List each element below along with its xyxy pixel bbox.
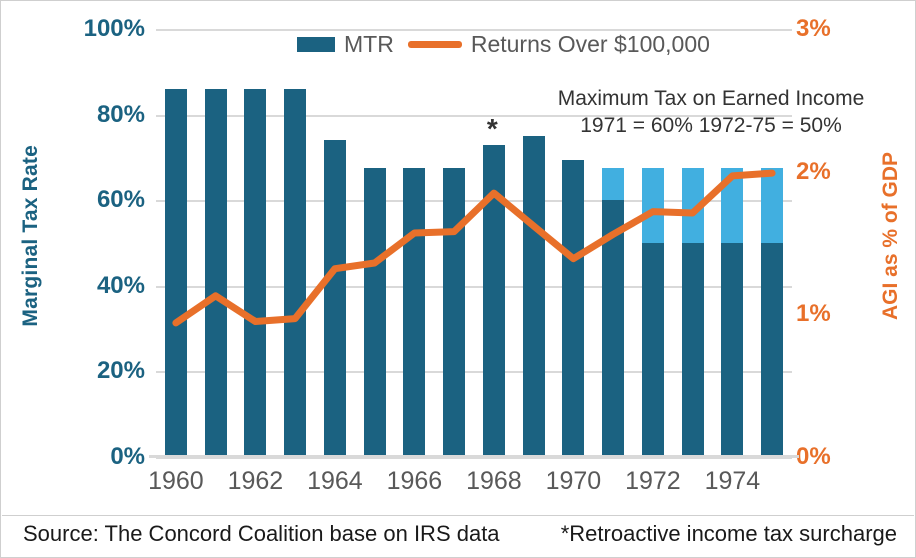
y-axis-left-ticks: 0% 20% 40% 60% 80% 100% (41, 1, 145, 471)
bar-segment-mtr (164, 88, 187, 457)
x-axis-tick-label: 1972 (625, 467, 681, 495)
legend-item-mtr[interactable]: MTR (297, 31, 394, 58)
y2-axis-title: AGI as % of GDP (873, 1, 909, 471)
x-axis-tick-label: 1962 (227, 467, 284, 495)
bar-segment-mtr (284, 88, 307, 457)
y-axis-tick-label: 40% (96, 271, 145, 299)
bar[interactable] (204, 88, 227, 457)
bar-segment-cap (721, 168, 744, 244)
bar[interactable] (403, 168, 426, 457)
bar-segment-mtr (443, 168, 466, 457)
y2-axis-tick-label: 3% (796, 15, 831, 42)
gridline (156, 114, 792, 117)
x-axis-tick-label: 1970 (545, 467, 602, 495)
bar-segment-mtr (681, 243, 704, 457)
bar-segment-mtr (363, 168, 386, 457)
legend-label-mtr: MTR (344, 31, 394, 57)
annotation-line-1: Maximum Tax on Earned Income (557, 87, 865, 110)
x-axis-ticks: 1960 1962 1964 1966 1968 1970 1972 1974 (148, 467, 792, 507)
x-axis-tick-label: 1968 (466, 467, 522, 495)
x-axis-tick-label: 1960 (148, 467, 204, 495)
bar-swatch-icon (297, 37, 335, 52)
footer-source: Source: The Concord Coalition base on IR… (23, 521, 500, 546)
line-swatch-icon (407, 41, 462, 48)
footer-divider (2, 515, 914, 516)
bar-segment-cap (761, 168, 784, 244)
chart-annotation: Maximum Tax on Earned Income 1971 = 60% … (521, 86, 901, 140)
chart-footer: Source: The Concord Coalition base on IR… (23, 521, 897, 547)
y-axis-tick-label: 0% (110, 443, 145, 470)
gridline (156, 371, 792, 374)
x-axis-tick-label: 1964 (307, 467, 363, 495)
bar[interactable] (522, 136, 545, 457)
bar[interactable] (602, 168, 625, 457)
y2-axis-tick-label: 1% (796, 300, 831, 328)
bar-segment-mtr (204, 88, 227, 457)
y2-axis-title-text: AGI as % of GDP (879, 151, 902, 321)
gridline (156, 457, 792, 459)
bar-segment-mtr (244, 88, 267, 457)
annotation-line-2: 1971 = 60% 1972-75 = 50% (580, 113, 842, 137)
bar[interactable] (443, 168, 466, 457)
gridline (156, 29, 792, 31)
bar[interactable] (284, 88, 307, 457)
asterisk-marker: * (486, 112, 498, 144)
legend-item-returns[interactable]: Returns Over $100,000 (407, 31, 710, 58)
bar-segment-cap (681, 168, 704, 244)
y-axis-title-text: Marginal Tax Rate (19, 145, 42, 327)
legend-label-returns: Returns Over $100,000 (470, 31, 710, 57)
x-axis-baseline (149, 455, 799, 458)
x-axis-tick-label: 1974 (704, 467, 761, 495)
bar-segment-mtr (602, 200, 625, 457)
y2-axis-tick-label: 2% (796, 157, 831, 185)
bar[interactable] (681, 168, 704, 457)
bar[interactable] (761, 168, 784, 457)
bar-segment-mtr (641, 243, 664, 457)
y-axis-tick-label: 60% (96, 186, 145, 214)
y-axis-tick-label: 80% (96, 100, 145, 128)
bar[interactable] (721, 168, 744, 457)
y2-axis-tick-label: 0% (796, 443, 831, 470)
bar[interactable] (164, 88, 187, 457)
bar-segment-cap (602, 168, 625, 201)
chart-legend: MTR Returns Over $100,000 (297, 31, 710, 58)
bar-segment-mtr (323, 140, 346, 457)
bar-segment-mtr (482, 144, 505, 457)
y-axis-tick-label: 20% (96, 357, 145, 385)
x-axis-tick-label: 1966 (386, 467, 443, 495)
bar[interactable] (482, 144, 505, 457)
bar-segment-mtr (403, 168, 426, 457)
bar-segment-cap (641, 168, 664, 244)
footer-note: *Retroactive income tax surcharge (560, 521, 897, 546)
bar[interactable] (363, 168, 386, 457)
bar-segment-mtr (761, 243, 784, 457)
bar-segment-mtr (562, 159, 585, 457)
bar[interactable] (562, 159, 585, 457)
y-axis-right-ticks: 0% 1% 2% 3% (796, 1, 866, 471)
bar[interactable] (244, 88, 267, 457)
bar[interactable] (323, 140, 346, 457)
bar-segment-mtr (721, 243, 744, 457)
bar-segment-mtr (522, 136, 545, 457)
bar[interactable] (641, 168, 664, 457)
y-axis-tick-label: 100% (83, 15, 145, 42)
